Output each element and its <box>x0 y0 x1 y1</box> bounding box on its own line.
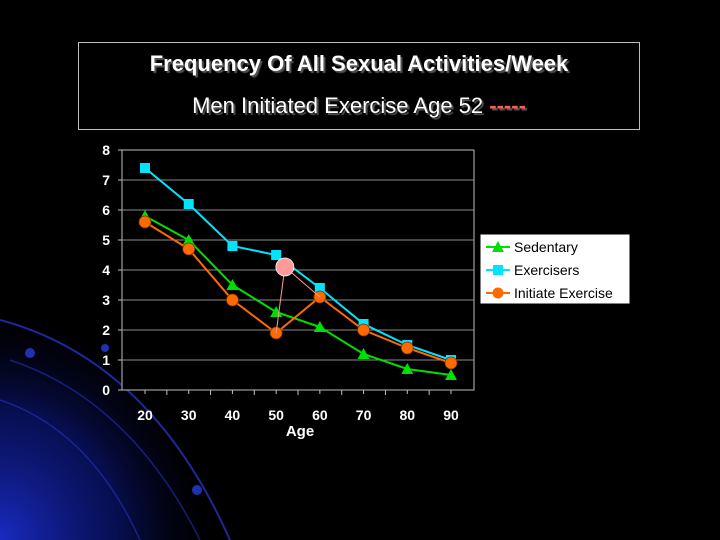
y-tick-label-8: 8 <box>102 142 110 158</box>
point-0-60 <box>313 321 326 332</box>
annotation-connector-left <box>275 266 286 334</box>
point-2-70 <box>357 323 370 337</box>
point-0-50 <box>270 306 283 317</box>
legend-marker-0 <box>492 241 504 252</box>
slide-subtitle-line: Men Initiated Exercise Age 52 ----- <box>79 93 639 119</box>
legend-label-1: Exercisers <box>514 262 579 278</box>
series-line-0 <box>144 215 452 376</box>
point-1-20 <box>140 163 150 173</box>
x-tick-label-90: 90 <box>443 407 459 423</box>
point-2-30 <box>182 242 196 256</box>
y-tick-label-7: 7 <box>102 172 110 188</box>
deco-dot-3 <box>101 344 109 352</box>
y-tick-label-3: 3 <box>102 292 110 308</box>
y-tick-label-1: 1 <box>102 352 110 368</box>
x-tick-label-80: 80 <box>399 407 415 423</box>
title-box: Frequency Of All Sexual Activities/Week … <box>78 42 640 130</box>
point-0-80 <box>401 363 414 374</box>
series-line-1 <box>144 167 452 361</box>
point-0-90 <box>445 369 457 380</box>
point-1-50 <box>271 250 282 260</box>
slide-subtitle: Men Initiated Exercise Age 52 <box>192 93 484 118</box>
y-tick-label-6: 6 <box>102 202 110 218</box>
point-2-80 <box>400 341 414 355</box>
annotation-marker <box>275 257 295 277</box>
deco-dot-1 <box>25 348 35 358</box>
x-tick-label-40: 40 <box>225 407 241 423</box>
y-tick-label-0: 0 <box>102 382 110 398</box>
legend-marker-1 <box>493 265 503 275</box>
point-1-40 <box>227 241 238 251</box>
deco-arc-1 <box>0 319 231 540</box>
x-tick-label-20: 20 <box>137 407 153 423</box>
point-0-30 <box>182 234 195 245</box>
deco-arc-2 <box>9 359 201 540</box>
x-tick-label-50: 50 <box>268 407 284 423</box>
legend-marker-2 <box>492 287 504 299</box>
point-0-70 <box>357 348 370 359</box>
slide-title: Frequency Of All Sexual Activities/Week <box>149 51 569 76</box>
point-2-20 <box>138 215 152 229</box>
point-0-40 <box>226 279 239 290</box>
y-tick-label-5: 5 <box>102 232 110 248</box>
deco-arc-3 <box>0 399 141 540</box>
point-1-30 <box>183 199 194 209</box>
legend-label-2: Initiate Exercise <box>514 285 613 301</box>
x-tick-label-60: 60 <box>312 407 328 423</box>
point-1-60 <box>314 283 325 293</box>
point-2-40 <box>226 293 239 307</box>
point-2-90 <box>444 356 458 370</box>
subtitle-dash-marker: ----- <box>489 93 526 118</box>
deco-dot-2 <box>192 485 202 495</box>
y-tick-label-2: 2 <box>102 322 110 338</box>
x-axis-title: Age <box>286 423 314 440</box>
legend-label-0: Sedentary <box>514 239 578 255</box>
x-tick-label-30: 30 <box>181 407 197 423</box>
series-line-2 <box>144 221 452 364</box>
y-tick-label-4: 4 <box>102 262 110 278</box>
x-tick-label-70: 70 <box>356 407 372 423</box>
